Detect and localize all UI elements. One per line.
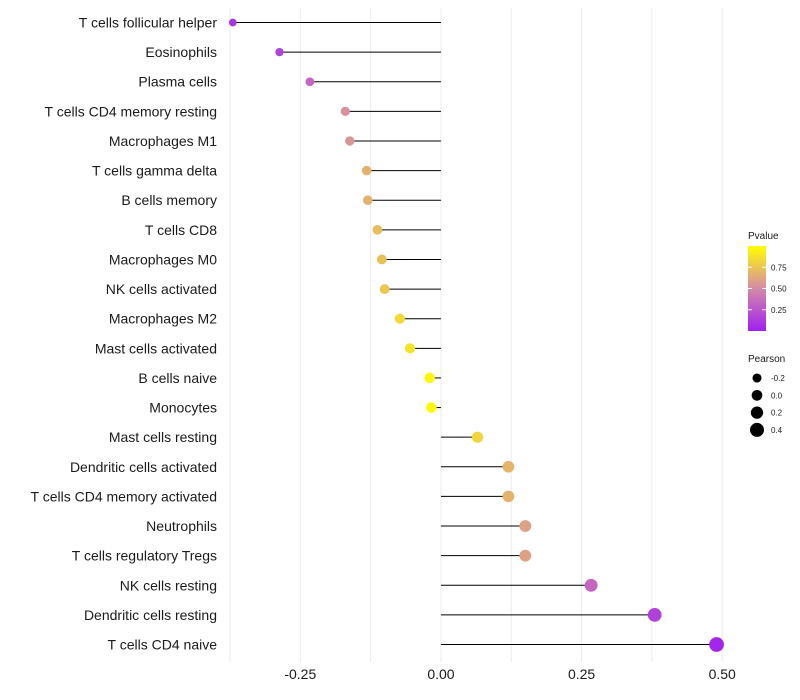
point-7: [372, 224, 383, 235]
colorbar-label: 0.25: [771, 306, 787, 315]
stems: [232, 22, 717, 646]
category-label: Dendritic cells activated: [70, 459, 217, 475]
category-label: Plasma cells: [138, 74, 217, 90]
point-10: [394, 313, 405, 324]
size-key-label: 0.2: [771, 409, 783, 418]
category-label: T cells regulatory Tregs: [72, 548, 217, 564]
size-key-dot: [751, 389, 763, 401]
y-axis-labels: T cells follicular helper Eosinophils Plas…: [31, 15, 218, 653]
category-label: T cells CD4 memory activated: [31, 488, 217, 504]
x-axis-tick-labels: -0.25 0.00 0.25 0.50: [284, 666, 736, 682]
size-key-label: -0.2: [771, 374, 785, 383]
point-20: [647, 608, 662, 622]
point-0: [228, 18, 237, 27]
point-4: [345, 136, 355, 146]
point-11: [404, 343, 416, 354]
category-label: Macrophages M1: [109, 133, 217, 149]
point-3: [340, 106, 350, 117]
point-16: [502, 490, 515, 503]
colorbar-label: 0.75: [771, 263, 787, 272]
category-label: Macrophages M2: [109, 311, 217, 327]
pearson-legend-title: Pearson: [748, 354, 785, 365]
category-label: T cells gamma delta: [92, 163, 217, 179]
category-label: T cells CD8: [145, 222, 217, 238]
point-19: [584, 578, 598, 592]
pvalue-colorbar: [748, 246, 766, 331]
pearson-legend: Pearson -0.2 0.0 0.2 0.4: [748, 354, 785, 437]
category-label: T cells CD4 naive: [108, 637, 218, 653]
size-key-label: 0.4: [771, 426, 783, 435]
points: [228, 18, 724, 652]
point-15: [502, 460, 515, 473]
point-9: [379, 284, 390, 295]
point-1: [275, 47, 284, 57]
pvalue-legend: Pvalue 0.75 0.50 0.25: [748, 231, 787, 331]
category-label: B cells naive: [138, 370, 217, 386]
point-17: [519, 520, 532, 532]
x-tick-label: 0.00: [427, 666, 454, 682]
point-8: [376, 254, 387, 265]
point-18: [519, 549, 532, 562]
category-label: NK cells activated: [106, 281, 217, 297]
category-label: Mast cells resting: [109, 429, 217, 445]
category-label: B cells memory: [121, 192, 217, 208]
point-14: [471, 431, 484, 443]
category-label: NK cells resting: [120, 577, 217, 593]
point-2: [305, 77, 315, 87]
x-tick-label: 0.50: [709, 666, 736, 682]
point-6: [363, 195, 373, 206]
category-label: Eosinophils: [145, 44, 217, 60]
x-tick-label: 0.25: [568, 666, 595, 682]
point-13: [426, 402, 437, 413]
colorbar-label: 0.50: [771, 285, 787, 294]
category-label: Mast cells activated: [95, 340, 217, 356]
point-21: [709, 637, 724, 652]
category-label: T cells follicular helper: [79, 15, 218, 31]
size-key-dot: [750, 422, 764, 437]
category-label: Monocytes: [149, 400, 217, 416]
category-label: T cells CD4 memory resting: [45, 103, 217, 119]
size-key-dot: [752, 373, 762, 383]
pvalue-legend-title: Pvalue: [748, 231, 779, 242]
point-12: [424, 372, 435, 384]
size-key-label: 0.0: [771, 391, 783, 400]
size-key-dot: [750, 406, 764, 419]
category-label: Dendritic cells resting: [84, 607, 217, 623]
point-5: [361, 165, 372, 176]
category-label: Neutrophils: [146, 518, 217, 534]
grid-lines: [229, 8, 723, 662]
x-tick-label: -0.25: [284, 666, 316, 682]
category-label: Macrophages M0: [109, 251, 217, 267]
